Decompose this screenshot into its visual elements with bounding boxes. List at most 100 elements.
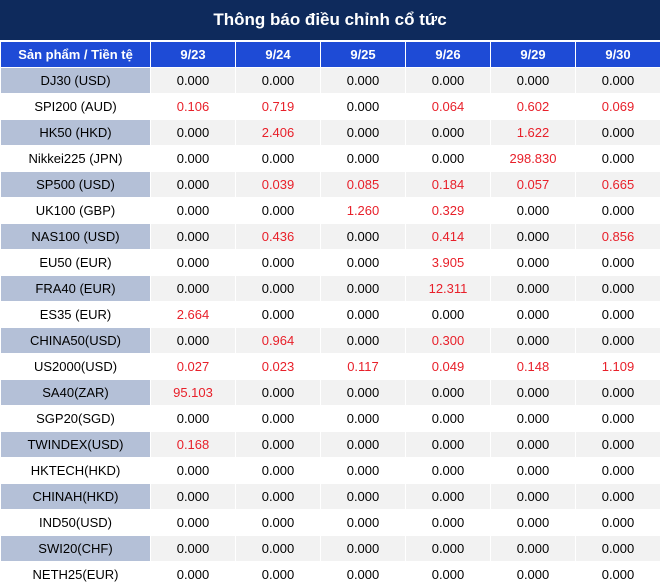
value-cell: 0.000 xyxy=(576,120,660,146)
value-cell: 0.000 xyxy=(321,536,406,562)
value-cell: 0.000 xyxy=(236,380,321,406)
value-cell: 0.000 xyxy=(576,198,660,224)
product-cell: SP500 (USD) xyxy=(1,172,151,198)
value-cell: 0.069 xyxy=(576,94,660,120)
value-cell: 0.329 xyxy=(406,198,491,224)
value-cell: 0.000 xyxy=(576,68,660,94)
column-header-date: 9/24 xyxy=(236,42,321,68)
value-cell: 0.049 xyxy=(406,354,491,380)
value-cell: 0.117 xyxy=(321,354,406,380)
value-cell: 0.000 xyxy=(236,198,321,224)
value-cell: 0.168 xyxy=(151,432,236,458)
product-cell: Nikkei225 (JPN) xyxy=(1,146,151,172)
value-cell: 0.000 xyxy=(151,120,236,146)
value-cell: 0.000 xyxy=(491,302,576,328)
value-cell: 0.000 xyxy=(151,276,236,302)
value-cell: 0.000 xyxy=(321,562,406,588)
value-cell: 0.000 xyxy=(151,250,236,276)
product-cell: HK50 (HKD) xyxy=(1,120,151,146)
value-cell: 0.000 xyxy=(491,458,576,484)
product-cell: EU50 (EUR) xyxy=(1,250,151,276)
product-cell: NETH25(EUR) xyxy=(1,562,151,588)
value-cell: 0.000 xyxy=(321,510,406,536)
value-cell: 0.000 xyxy=(321,224,406,250)
value-cell: 0.000 xyxy=(151,562,236,588)
product-cell: SPI200 (AUD) xyxy=(1,94,151,120)
value-cell: 0.000 xyxy=(576,380,660,406)
value-cell: 0.184 xyxy=(406,172,491,198)
product-cell: NAS100 (USD) xyxy=(1,224,151,250)
value-cell: 0.300 xyxy=(406,328,491,354)
value-cell: 0.000 xyxy=(236,510,321,536)
value-cell: 0.000 xyxy=(491,276,576,302)
value-cell: 0.039 xyxy=(236,172,321,198)
value-cell: 0.000 xyxy=(406,120,491,146)
value-cell: 0.000 xyxy=(151,68,236,94)
value-cell: 0.000 xyxy=(151,146,236,172)
value-cell: 0.436 xyxy=(236,224,321,250)
value-cell: 0.000 xyxy=(406,406,491,432)
value-cell: 0.000 xyxy=(151,406,236,432)
value-cell: 0.000 xyxy=(491,484,576,510)
value-cell: 0.000 xyxy=(491,562,576,588)
value-cell: 0.000 xyxy=(576,432,660,458)
value-cell: 3.905 xyxy=(406,250,491,276)
value-cell: 0.000 xyxy=(321,250,406,276)
value-cell: 0.000 xyxy=(576,302,660,328)
value-cell: 1.622 xyxy=(491,120,576,146)
value-cell: 0.000 xyxy=(491,406,576,432)
value-cell: 0.000 xyxy=(151,458,236,484)
value-cell: 0.000 xyxy=(576,406,660,432)
value-cell: 0.000 xyxy=(151,198,236,224)
value-cell: 0.000 xyxy=(321,406,406,432)
product-cell: SA40(ZAR) xyxy=(1,380,151,406)
value-cell: 0.000 xyxy=(151,484,236,510)
value-cell: 2.664 xyxy=(151,302,236,328)
product-cell: SWI20(CHF) xyxy=(1,536,151,562)
value-cell: 0.000 xyxy=(491,68,576,94)
value-cell: 0.000 xyxy=(406,458,491,484)
value-cell: 0.000 xyxy=(406,380,491,406)
value-cell: 298.830 xyxy=(491,146,576,172)
value-cell: 0.000 xyxy=(236,250,321,276)
value-cell: 0.414 xyxy=(406,224,491,250)
value-cell: 0.000 xyxy=(406,146,491,172)
value-cell: 0.719 xyxy=(236,94,321,120)
value-cell: 0.000 xyxy=(406,68,491,94)
value-cell: 0.964 xyxy=(236,328,321,354)
value-cell: 0.000 xyxy=(151,536,236,562)
value-cell: 0.000 xyxy=(236,458,321,484)
value-cell: 0.665 xyxy=(576,172,660,198)
table-header-row: Sản phẩm / Tiền tệ 9/23 9/24 9/25 9/26 9… xyxy=(1,42,660,68)
value-cell: 0.000 xyxy=(491,224,576,250)
page-title: Thông báo điều chỉnh cổ tức xyxy=(0,0,660,41)
value-cell: 1.109 xyxy=(576,354,660,380)
value-cell: 0.000 xyxy=(321,380,406,406)
product-cell: CHINA50(USD) xyxy=(1,328,151,354)
column-header-date: 9/30 xyxy=(576,42,660,68)
product-cell: HKTECH(HKD) xyxy=(1,458,151,484)
value-cell: 0.602 xyxy=(491,94,576,120)
value-cell: 0.000 xyxy=(236,302,321,328)
value-cell: 0.000 xyxy=(491,510,576,536)
product-cell: SGP20(SGD) xyxy=(1,406,151,432)
value-cell: 0.000 xyxy=(491,328,576,354)
value-cell: 0.000 xyxy=(236,536,321,562)
value-cell: 0.106 xyxy=(151,94,236,120)
product-cell: CHINAH(HKD) xyxy=(1,484,151,510)
product-cell: DJ30 (USD) xyxy=(1,68,151,94)
value-cell: 0.000 xyxy=(321,68,406,94)
value-cell: 95.103 xyxy=(151,380,236,406)
value-cell: 0.000 xyxy=(576,510,660,536)
value-cell: 0.023 xyxy=(236,354,321,380)
